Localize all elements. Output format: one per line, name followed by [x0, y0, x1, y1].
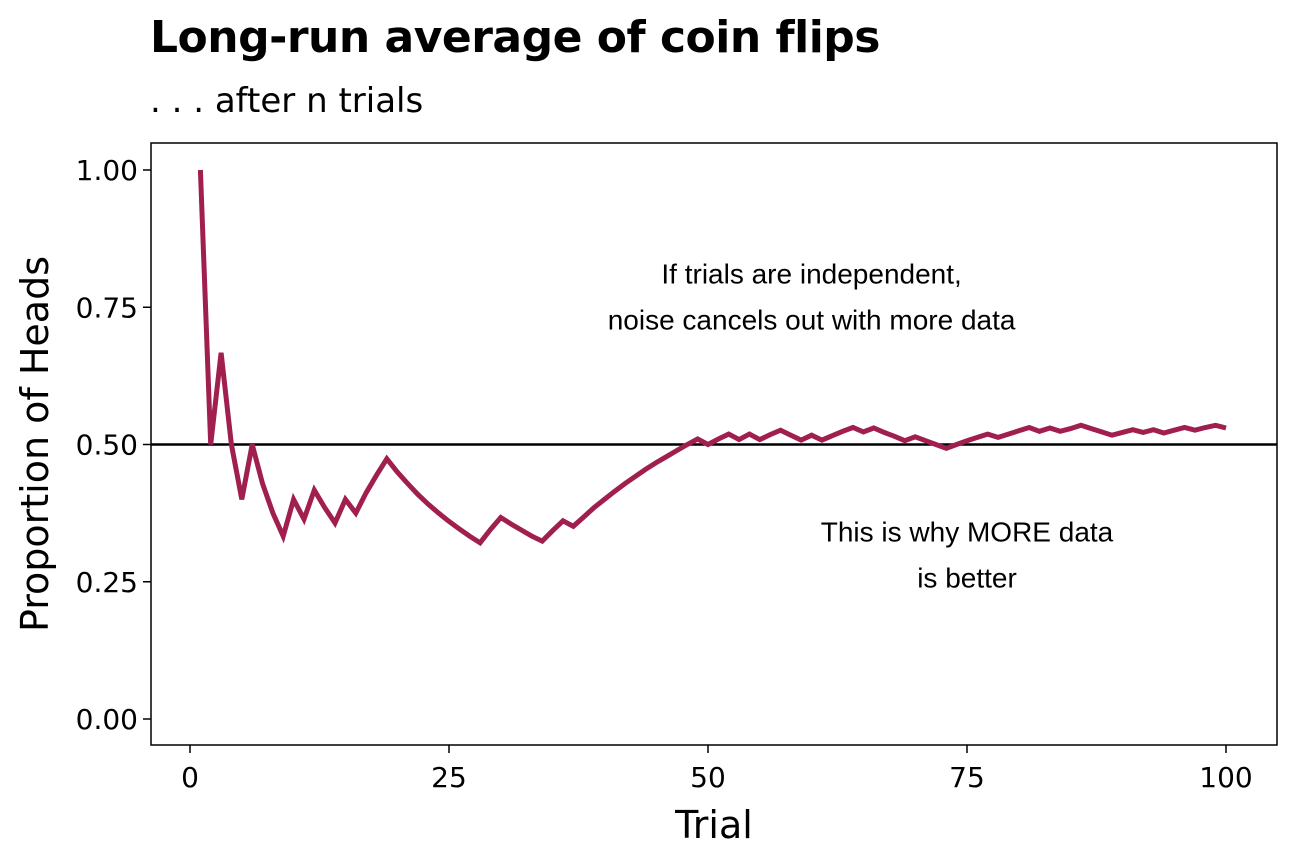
- y-tick-label: 0.00: [76, 703, 138, 736]
- series-line: [197, 169, 1227, 547]
- x-tick-label: 25: [431, 761, 467, 794]
- x-tick-label: 100: [1199, 761, 1252, 794]
- chart-subtitle: . . . after n trials: [150, 81, 424, 121]
- x-tick-label: 50: [690, 761, 726, 794]
- y-tick-label: 0.75: [76, 291, 138, 324]
- y-axis: 0.00 0.25 0.50 0.75 1.00: [76, 154, 151, 736]
- x-axis-title: Trial: [674, 803, 753, 847]
- y-axis-title: Proportion of Heads: [13, 256, 57, 632]
- y-tick-label: 1.00: [76, 154, 138, 187]
- y-tick-label: 0.50: [76, 429, 138, 462]
- x-tick-label: 0: [181, 761, 199, 794]
- annotations: If trials are independent, noise cancels …: [608, 258, 1114, 593]
- annotation-text: is better: [917, 562, 1017, 593]
- chart-title: Long-run average of coin flips: [150, 12, 881, 63]
- y-tick-label: 0.25: [76, 566, 138, 599]
- annotation-text: If trials are independent,: [661, 258, 961, 289]
- annotation-text: noise cancels out with more data: [608, 304, 1016, 335]
- x-axis: 0 25 50 75 100: [181, 745, 1253, 794]
- x-tick-label: 75: [949, 761, 985, 794]
- annotation-text: This is why MORE data: [821, 516, 1114, 547]
